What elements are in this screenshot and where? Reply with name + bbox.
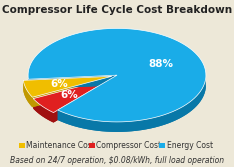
Polygon shape <box>28 75 117 89</box>
Text: 88%: 88% <box>148 59 173 69</box>
Polygon shape <box>23 76 112 97</box>
Bar <box>89 143 95 148</box>
Bar <box>159 143 165 148</box>
Polygon shape <box>28 28 206 122</box>
Text: Compressor Life Cycle Cost Breakdown: Compressor Life Cycle Cost Breakdown <box>2 5 232 15</box>
Text: Compressor Cost: Compressor Cost <box>96 141 161 150</box>
Text: 6%: 6% <box>50 79 68 89</box>
Polygon shape <box>54 78 113 123</box>
Polygon shape <box>33 99 54 123</box>
Polygon shape <box>23 76 112 90</box>
Text: Energy Cost: Energy Cost <box>167 141 213 150</box>
Polygon shape <box>33 78 113 113</box>
Polygon shape <box>28 38 206 132</box>
Polygon shape <box>33 78 113 109</box>
Polygon shape <box>33 88 113 123</box>
Polygon shape <box>58 75 117 120</box>
Polygon shape <box>32 76 112 107</box>
Text: Based on 24/7 operation, $0.08/kWh, full load operation: Based on 24/7 operation, $0.08/kWh, full… <box>10 156 224 165</box>
Polygon shape <box>23 80 32 107</box>
Polygon shape <box>28 76 206 132</box>
Polygon shape <box>23 86 112 107</box>
Bar <box>19 143 25 148</box>
Text: Maintenance Cost: Maintenance Cost <box>26 141 95 150</box>
Text: 6%: 6% <box>60 90 78 100</box>
